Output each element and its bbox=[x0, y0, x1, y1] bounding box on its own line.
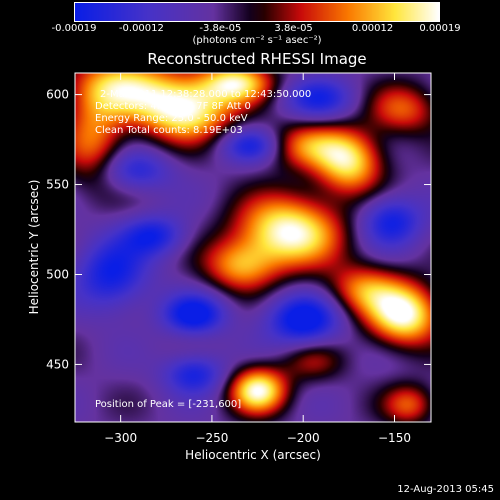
annotation-time: 2-Mar-2011 12:38:28.000 to 12:43:50.000 bbox=[100, 89, 311, 100]
footer-date: 12-Aug-2013 05:45 bbox=[397, 484, 494, 495]
colorbar-tick-label: -3.8e-05 bbox=[199, 23, 242, 34]
heatmap-image bbox=[75, 73, 431, 422]
annotation-energy: Energy Range: 25.0 - 50.0 keV bbox=[95, 113, 248, 124]
y-tick-label: 500 bbox=[46, 267, 69, 281]
y-tick-label: 550 bbox=[46, 178, 69, 192]
annotation-detectors: Detectors: 4F 5F 6F 7F 8F Att 0 bbox=[95, 101, 251, 112]
colorbar-units: (photons cm⁻² s⁻¹ asec⁻²) bbox=[192, 35, 322, 46]
y-axis-ticks: 450 500 550 600 bbox=[46, 88, 431, 371]
x-axis-ticks: −300 −250 −200 −150 bbox=[104, 73, 411, 445]
x-tick-label: −150 bbox=[378, 431, 411, 445]
annotation-peak: Position of Peak = [-231,600] bbox=[95, 399, 241, 410]
y-tick-label: 450 bbox=[46, 357, 69, 371]
colorbar-gradient bbox=[74, 2, 440, 22]
x-tick-label: −300 bbox=[104, 431, 137, 445]
colorbar-tick-label: 0.00012 bbox=[351, 23, 394, 34]
x-tick-label: −250 bbox=[195, 431, 228, 445]
colorbar-tick-label: 3.8e-05 bbox=[274, 23, 313, 34]
x-tick-label: −200 bbox=[287, 431, 320, 445]
colorbar-tick-label: -0.00019 bbox=[51, 23, 97, 34]
y-axis-title: Heliocentric Y (arcsec) bbox=[27, 180, 41, 315]
colorbar-tick-label: -0.00012 bbox=[118, 23, 164, 34]
colorbar bbox=[74, 2, 440, 22]
annotation-clean: Clean Total counts: 8.19E+03 bbox=[95, 125, 243, 136]
x-axis-title: Heliocentric X (arcsec) bbox=[185, 448, 321, 462]
plot-frame bbox=[74, 72, 432, 423]
chart-title: Reconstructed RHESSI Image bbox=[147, 50, 367, 68]
colorbar-tick-label: 0.00019 bbox=[419, 23, 461, 34]
y-tick-label: 600 bbox=[46, 88, 69, 102]
